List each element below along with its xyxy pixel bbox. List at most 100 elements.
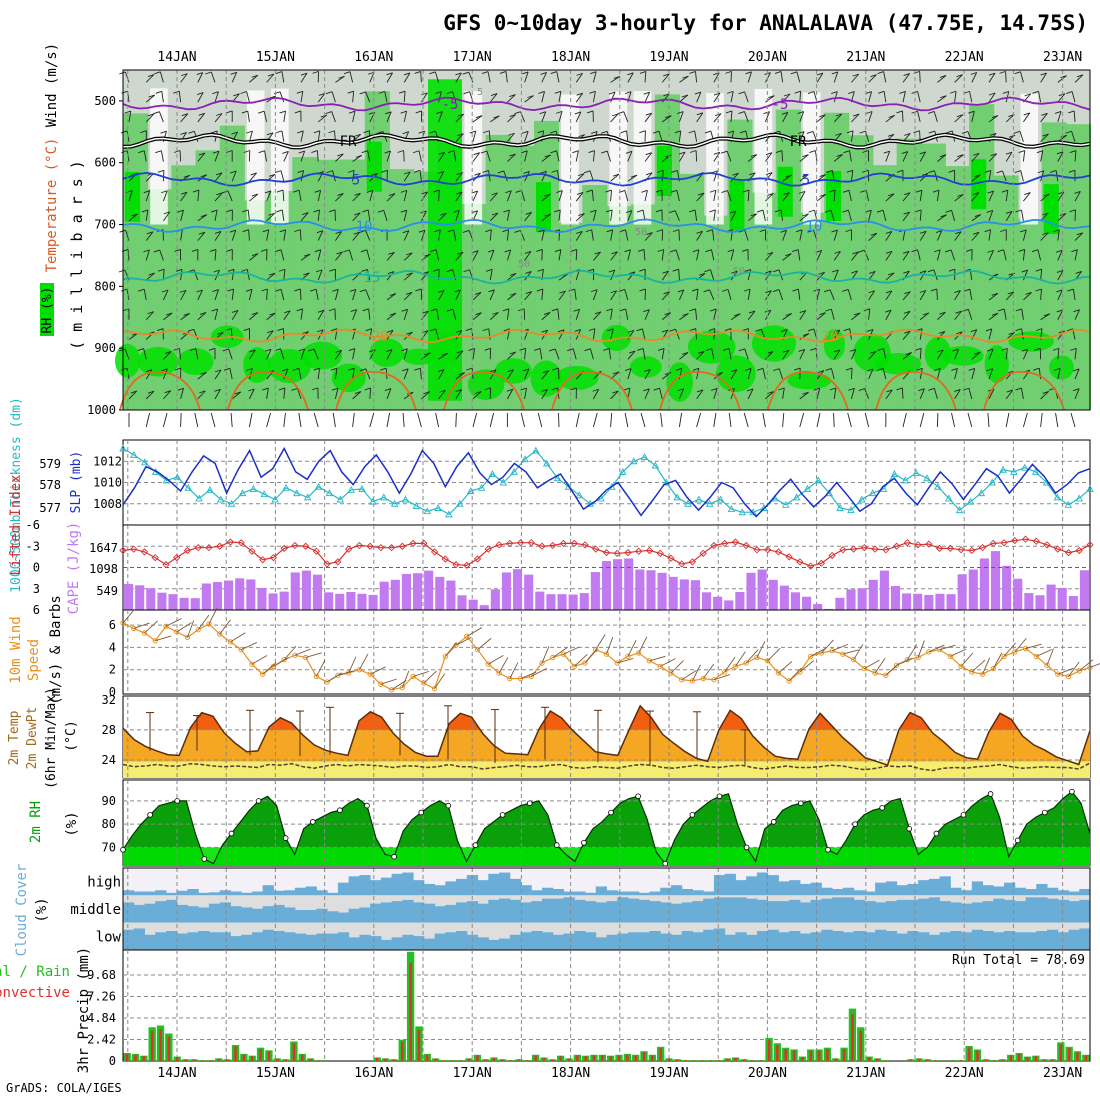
cape-bar — [646, 570, 655, 610]
cloud-bar-middle — [821, 899, 832, 923]
cloud-bar-high — [478, 880, 489, 895]
cape-bar — [357, 594, 366, 610]
rh2m-point — [554, 843, 559, 848]
contour-label: 10 — [806, 219, 823, 235]
wind-barb-10m — [692, 665, 700, 681]
cloud-bar-high — [435, 885, 446, 895]
cloud-bar-low — [886, 931, 897, 950]
rh-axis-label: RH (%) — [40, 287, 55, 334]
surface-barb — [538, 413, 542, 427]
rh2m-point — [934, 831, 939, 836]
rh-dry-patch — [706, 93, 724, 224]
x-date-label-bottom: 18JAN — [551, 1066, 590, 1081]
precip-convective-bar — [860, 1031, 863, 1061]
cloud-bar-middle — [488, 900, 499, 923]
cloud-bar-high — [639, 893, 650, 896]
cloud-bar-high — [402, 873, 413, 896]
surface-barb — [456, 413, 457, 427]
li-tick-label: -3 — [26, 539, 40, 553]
cloud-axis-label: Cloud Cover — [14, 864, 30, 957]
rh2m-low-band — [123, 847, 1090, 866]
wind-barb-10m — [381, 679, 397, 684]
cloud-bar-high — [1036, 884, 1047, 895]
precip-convective-bar — [1026, 1057, 1029, 1061]
cloud-bar-middle — [402, 900, 413, 923]
x-date-label-top: 15JAN — [256, 50, 295, 65]
cloud-bar-middle — [800, 902, 811, 922]
cloud-bar-middle — [660, 902, 671, 922]
x-date-label-bottom: 17JAN — [453, 1066, 492, 1081]
chart-title: GFS 0~10day 3-hourly for ANALALAVA (47.7… — [443, 11, 1088, 35]
cloud-bar-high — [660, 888, 671, 896]
cloud-bar-low — [134, 928, 145, 950]
cloud-bar-middle — [778, 901, 789, 923]
wind-barb-10m — [306, 653, 322, 658]
surface-barb — [558, 413, 559, 427]
surface-barb — [249, 413, 252, 427]
cloud-bar-high — [843, 888, 854, 896]
cloud-bar-high — [596, 886, 607, 895]
cloud-bar-low — [778, 932, 789, 950]
cloud-bar-middle — [596, 902, 607, 922]
cloud-bar-low — [1015, 932, 1026, 950]
cloud-bar-high — [671, 885, 682, 895]
cape-bar — [846, 589, 855, 610]
cloud-bar-low — [854, 931, 865, 950]
cloud-bar-middle — [746, 899, 757, 923]
cloud-bar-low — [789, 931, 800, 950]
cape-bar — [635, 570, 644, 611]
precip-convective-bar — [951, 1060, 954, 1061]
cloud-bar-middle — [950, 902, 961, 922]
precip-convective-bar — [976, 1051, 979, 1061]
precip-convective-bar — [793, 1051, 796, 1061]
x-date-label-bottom: 16JAN — [354, 1066, 393, 1081]
thickness-tick-label: 579 — [39, 457, 61, 471]
cape-bar — [980, 558, 989, 610]
rh2m-point — [283, 836, 288, 841]
li-tick-label: -6 — [26, 518, 40, 532]
cape-bar — [246, 579, 255, 610]
x-date-label-bottom: 14JAN — [157, 1066, 196, 1081]
precip-convective-bar — [193, 1059, 196, 1061]
x-date-label-top: 16JAN — [354, 50, 393, 65]
rh-dry-patch — [464, 91, 482, 225]
wind-barb-10m — [370, 667, 386, 674]
precip-convective-bar — [784, 1049, 787, 1061]
precip-convective-bar — [676, 1059, 679, 1061]
pressure-tick-label: 900 — [94, 341, 116, 355]
rh2m-point — [717, 794, 722, 799]
cloud-bar-low — [488, 940, 499, 950]
wind-barb-10m — [1090, 661, 1100, 667]
precip-convective-bar — [643, 1052, 646, 1061]
precip-convective-bar — [259, 1049, 262, 1061]
rh-band — [607, 206, 632, 410]
cloud-bar-middle — [574, 900, 585, 923]
cloud-bar-middle — [306, 910, 317, 923]
contour-label: 10 — [356, 219, 373, 235]
precip-convective-bar — [184, 1059, 187, 1061]
cloud-bar-low — [456, 931, 467, 950]
rh2m-point — [636, 794, 641, 799]
rh2m-point — [256, 799, 261, 804]
rh2m-point — [690, 812, 695, 817]
cloud-bar-high — [1026, 889, 1037, 895]
cape-bar — [935, 594, 944, 610]
cape-bar — [557, 594, 566, 610]
rh2m-tick-label: 70 — [102, 840, 116, 854]
rh2m-point — [771, 819, 776, 824]
cloud-bar-low — [209, 932, 220, 950]
surface-barb — [490, 413, 493, 427]
x-date-label-bottom: 23JAN — [1043, 1066, 1082, 1081]
cape-bar — [457, 595, 466, 610]
surface-barb — [763, 413, 766, 427]
precip-convective-bar — [868, 1057, 871, 1061]
rh2m-point — [392, 854, 397, 859]
cloud-bar-high — [1069, 892, 1080, 896]
precip-convective-bar — [718, 1060, 721, 1061]
surface-barb — [800, 413, 804, 427]
dewpoint-band — [123, 761, 1090, 778]
cloud-bar-low — [381, 940, 392, 950]
cape-bar — [335, 594, 344, 610]
footer-credit: GrADS: COLA/IGES — [6, 1081, 122, 1095]
cape-bar — [268, 593, 277, 610]
